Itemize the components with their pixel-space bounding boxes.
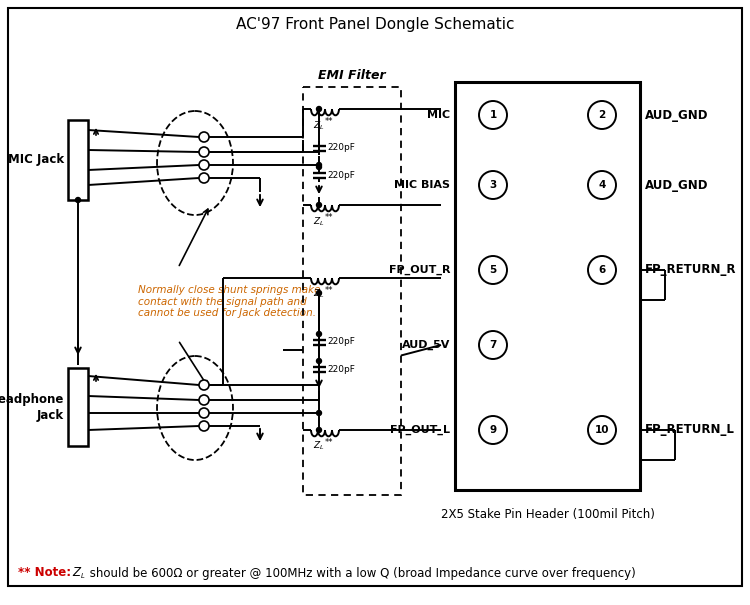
Circle shape <box>588 101 616 129</box>
Circle shape <box>199 160 209 170</box>
Text: AUD_GND: AUD_GND <box>645 178 709 192</box>
Text: Normally close shunt springs make
contact with the signal path and
cannot be use: Normally close shunt springs make contac… <box>138 285 320 318</box>
Text: 220pF: 220pF <box>327 364 355 373</box>
Circle shape <box>316 165 322 169</box>
Bar <box>68 120 88 200</box>
Text: **: ** <box>325 213 334 222</box>
Circle shape <box>76 197 80 203</box>
Text: **: ** <box>325 286 334 295</box>
Text: 4: 4 <box>598 180 606 190</box>
Circle shape <box>199 132 209 142</box>
Circle shape <box>479 331 507 359</box>
Text: MIC BIAS: MIC BIAS <box>394 180 450 190</box>
Text: 1: 1 <box>489 110 496 120</box>
Circle shape <box>316 203 322 208</box>
Circle shape <box>316 163 322 168</box>
Text: 2: 2 <box>598 110 606 120</box>
Text: AC'97 Front Panel Dongle Schematic: AC'97 Front Panel Dongle Schematic <box>236 16 514 31</box>
Text: $Z$: $Z$ <box>72 566 82 580</box>
Text: AUD_5V: AUD_5V <box>402 340 450 350</box>
Circle shape <box>199 395 209 405</box>
Circle shape <box>316 411 322 416</box>
Circle shape <box>479 171 507 199</box>
Text: $Z_L$: $Z_L$ <box>313 119 325 131</box>
Text: 9: 9 <box>490 425 496 435</box>
Circle shape <box>588 171 616 199</box>
Text: $Z_L$: $Z_L$ <box>313 288 325 301</box>
Circle shape <box>316 359 322 364</box>
Text: 220pF: 220pF <box>327 338 355 347</box>
Text: FP_OUT_R: FP_OUT_R <box>388 265 450 275</box>
Text: MIC: MIC <box>427 110 450 120</box>
Text: FP_OUT_L: FP_OUT_L <box>390 425 450 435</box>
Text: **: ** <box>325 438 334 447</box>
Circle shape <box>199 380 209 390</box>
Text: **: ** <box>325 117 334 126</box>
Bar <box>455 82 640 490</box>
Text: 5: 5 <box>489 265 496 275</box>
Text: should be 600Ω or greater @ 100MHz with a low Q (broad Impedance curve over freq: should be 600Ω or greater @ 100MHz with … <box>86 566 636 580</box>
Text: EMI Filter: EMI Filter <box>318 69 386 82</box>
Text: Jack: Jack <box>37 408 64 422</box>
Circle shape <box>316 106 322 111</box>
Circle shape <box>479 256 507 284</box>
Text: 220pF: 220pF <box>327 171 355 180</box>
Bar <box>68 368 88 446</box>
Text: 10: 10 <box>595 425 609 435</box>
Text: 6: 6 <box>598 265 606 275</box>
Circle shape <box>479 101 507 129</box>
Text: $_L$: $_L$ <box>80 571 86 581</box>
Text: 3: 3 <box>489 180 496 190</box>
Circle shape <box>199 421 209 431</box>
Text: MIC Jack: MIC Jack <box>8 154 64 166</box>
Text: 220pF: 220pF <box>327 143 355 152</box>
Circle shape <box>316 332 322 336</box>
Circle shape <box>316 290 322 295</box>
Text: FP_RETURN_R: FP_RETURN_R <box>645 264 736 276</box>
Circle shape <box>588 416 616 444</box>
Text: 2X5 Stake Pin Header (100mil Pitch): 2X5 Stake Pin Header (100mil Pitch) <box>440 508 655 521</box>
Text: 7: 7 <box>489 340 496 350</box>
Text: $Z_L$: $Z_L$ <box>313 440 325 453</box>
Text: ** Note:: ** Note: <box>18 566 71 580</box>
Text: AUD_GND: AUD_GND <box>645 108 709 122</box>
Text: $Z_L$: $Z_L$ <box>313 215 325 227</box>
Circle shape <box>199 173 209 183</box>
Circle shape <box>199 408 209 418</box>
Circle shape <box>316 428 322 433</box>
Text: Headphone: Headphone <box>0 393 64 405</box>
Circle shape <box>588 256 616 284</box>
Circle shape <box>479 416 507 444</box>
Circle shape <box>199 147 209 157</box>
Bar <box>303 87 401 495</box>
Text: FP_RETURN_L: FP_RETURN_L <box>645 424 735 436</box>
Bar <box>303 87 401 495</box>
